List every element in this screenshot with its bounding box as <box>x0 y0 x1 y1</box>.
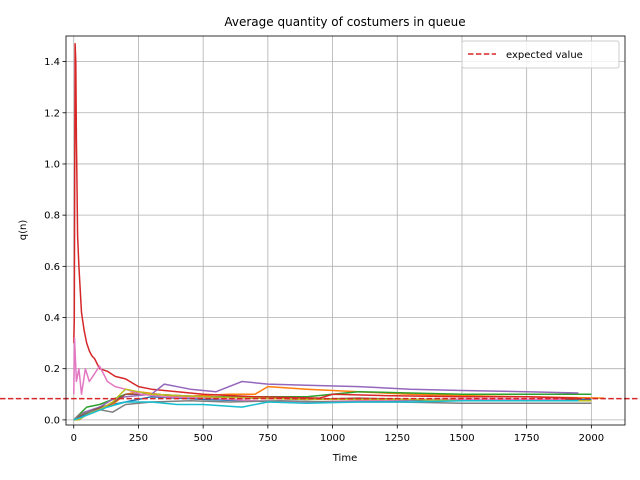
x-tick-label: 750 <box>258 433 277 444</box>
y-tick-label: 1.0 <box>44 159 60 170</box>
plot-frame <box>65 35 626 426</box>
plot-area <box>66 36 625 425</box>
legend-box <box>461 40 620 69</box>
series-line-10 <box>73 399 579 421</box>
y-tick-label: 1.2 <box>44 108 60 119</box>
legend: expected value <box>461 40 620 69</box>
y-tick-label: 0.2 <box>44 364 60 375</box>
y-tick-label: 0.6 <box>44 262 60 273</box>
x-axis-title: Time <box>332 453 357 464</box>
x-tick-label: 1500 <box>449 433 474 444</box>
x-tick-label: 1000 <box>320 433 345 444</box>
x-tick-label: 1250 <box>385 433 410 444</box>
y-tick-label: 0.8 <box>44 211 60 222</box>
series-layer <box>73 42 605 421</box>
x-axis-ticks: 0 250 500 750 1000 1250 1500 1750 2000 <box>71 425 604 444</box>
x-tick-label: 1750 <box>514 433 539 444</box>
x-tick-label: 250 <box>129 433 148 444</box>
x-tick-label: 0 <box>71 433 77 444</box>
y-tick-label: 0.0 <box>44 415 60 426</box>
series-line-5 <box>73 380 579 421</box>
legend-label: expected value <box>506 50 583 61</box>
x-tick-label: 500 <box>194 433 213 444</box>
x-tick-label: 2000 <box>579 433 604 444</box>
series-line-4 <box>73 42 579 399</box>
y-axis-title: q(n) <box>18 220 29 241</box>
chart-title: Average quantity of costumers in queue <box>224 15 465 29</box>
y-tick-label: 0.4 <box>44 313 60 324</box>
gridlines <box>66 36 625 425</box>
y-tick-label: 1.4 <box>44 57 60 68</box>
series-line-8 <box>73 399 592 421</box>
y-axis-ticks: 0.0 0.2 0.4 0.6 0.8 1.0 1.2 1.4 <box>44 57 66 426</box>
